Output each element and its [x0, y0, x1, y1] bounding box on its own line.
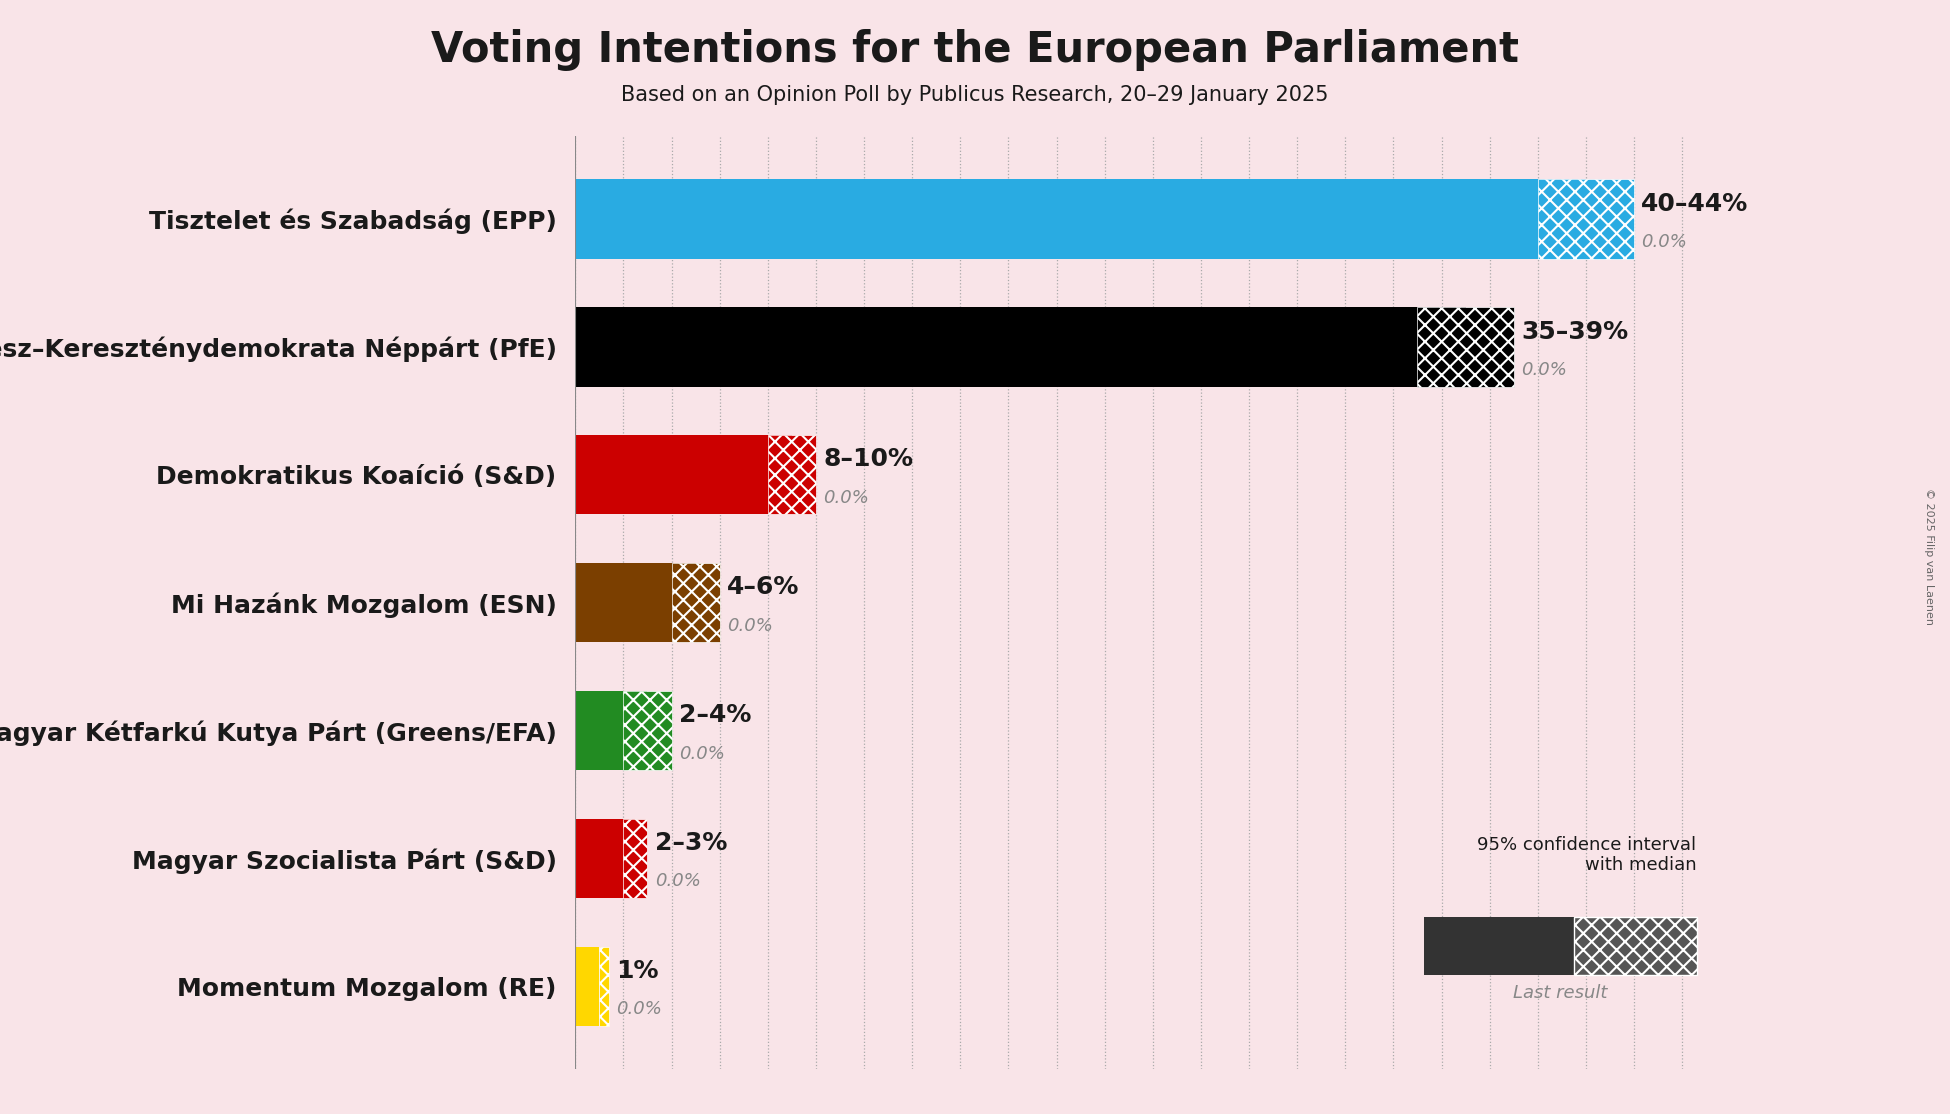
Text: 0.0%: 0.0%	[655, 872, 700, 890]
Bar	[624, 691, 671, 770]
Text: 0.0%: 0.0%	[1521, 361, 1568, 379]
Text: 8–10%: 8–10%	[823, 448, 913, 471]
Text: Last result: Last result	[1513, 984, 1607, 1001]
Text: 1%: 1%	[616, 959, 659, 983]
Text: 4–6%: 4–6%	[727, 575, 800, 599]
Bar	[1418, 307, 1513, 387]
Text: 40–44%: 40–44%	[1642, 192, 1749, 216]
Bar	[671, 563, 720, 643]
Text: 0.0%: 0.0%	[727, 617, 772, 635]
Bar	[575, 947, 599, 1026]
Bar	[599, 947, 608, 1026]
Bar	[575, 819, 636, 898]
Text: 2–3%: 2–3%	[655, 831, 727, 856]
Text: © 2025 Filip van Laenen: © 2025 Filip van Laenen	[1925, 489, 1934, 625]
Text: 35–39%: 35–39%	[1521, 320, 1628, 343]
Text: 0.0%: 0.0%	[616, 1000, 663, 1018]
Bar	[575, 307, 1466, 387]
Text: 2–4%: 2–4%	[679, 703, 751, 727]
Bar	[575, 436, 792, 515]
Text: 95% confidence interval
with median: 95% confidence interval with median	[1478, 836, 1696, 874]
Bar	[1539, 179, 1634, 258]
Bar	[624, 819, 647, 898]
Text: 0.0%: 0.0%	[1642, 233, 1687, 251]
Bar	[575, 179, 1585, 258]
Text: 0.0%: 0.0%	[823, 489, 870, 507]
Text: Voting Intentions for the European Parliament: Voting Intentions for the European Parli…	[431, 29, 1519, 71]
Text: Based on an Opinion Poll by Publicus Research, 20–29 January 2025: Based on an Opinion Poll by Publicus Res…	[622, 85, 1328, 105]
Bar	[575, 691, 647, 770]
Bar	[768, 436, 815, 515]
Bar	[575, 563, 696, 643]
Text: 0.0%: 0.0%	[679, 744, 725, 763]
